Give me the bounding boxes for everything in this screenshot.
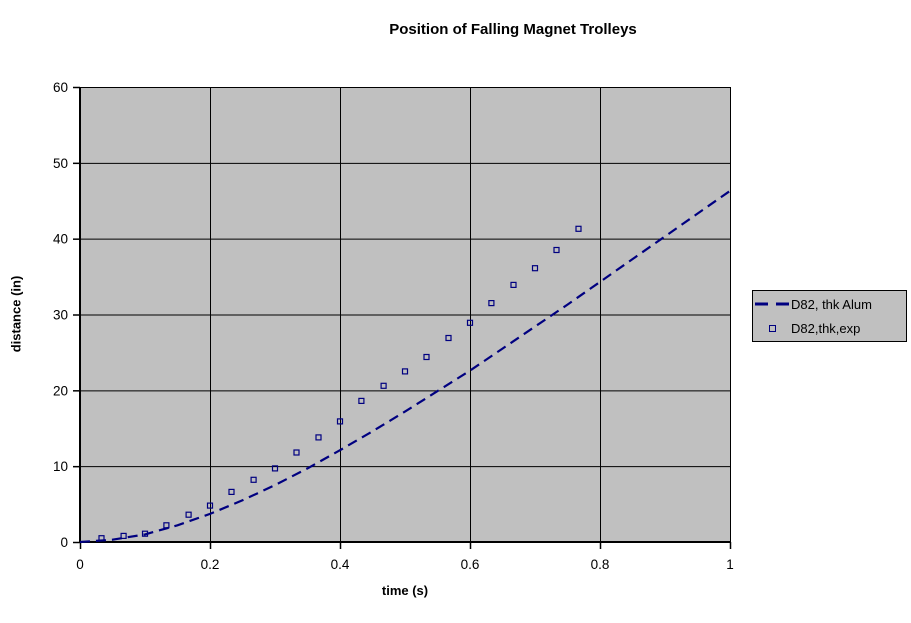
y-tick-label: 50: [53, 156, 68, 171]
exp-data-point-marker: [228, 488, 235, 495]
exp-data-point-marker: [271, 465, 279, 472]
y-tick-label: 60: [53, 80, 68, 95]
exp-data-point-marker: [553, 246, 560, 254]
x-tick-label: 0.6: [461, 557, 480, 572]
y-tick-label: 10: [53, 459, 68, 474]
exp-data-point-marker: [466, 319, 474, 326]
exp-data-point-marker: [206, 502, 214, 509]
exp-data-point-marker: [98, 535, 105, 542]
tick-marks: [73, 86, 732, 549]
square-marker-swatch-icon: [753, 324, 791, 332]
exp-data-point-marker: [423, 353, 430, 361]
exp-data-point-marker: [531, 265, 539, 272]
x-tick-label: 0: [76, 557, 84, 572]
exp-data-point-marker: [185, 511, 192, 518]
exp-data-point-marker: [163, 522, 170, 529]
x-tick-label: 0.4: [331, 557, 350, 572]
legend-label-model: D82, thk Alum: [791, 296, 872, 312]
tick-labels: 0 10 20 30 40 50 60 0 0.2 0.4 0.6 0.8 1: [53, 80, 734, 572]
exp-data-point-marker: [575, 225, 582, 232]
exp-data-point-marker: [380, 382, 387, 389]
legend-label-exp: D82,thk,exp: [791, 320, 861, 336]
y-tick-label: 20: [53, 383, 68, 398]
exp-data-point-marker: [120, 532, 127, 540]
exp-data-point-marker: [293, 449, 300, 456]
x-tick-label: 0.8: [591, 557, 610, 572]
series-exp-markers: [98, 225, 582, 542]
legend: D82, thk Alum D82,thk,exp: [752, 290, 907, 342]
dashed-line-swatch-icon: [753, 302, 791, 306]
y-axis-title: distance (in): [8, 275, 24, 353]
y-tick-label: 30: [53, 308, 68, 323]
gridlines: [80, 87, 731, 542]
exp-data-point-marker: [401, 368, 409, 375]
chart-title: Position of Falling Magnet Trolleys: [389, 21, 637, 38]
y-tick-label: 0: [60, 535, 68, 550]
exp-data-point-marker: [445, 334, 452, 342]
x-tick-label: 0.2: [201, 557, 220, 572]
exp-data-point-marker: [141, 530, 149, 537]
exp-data-point-marker: [510, 281, 517, 288]
x-tick-label: 1: [726, 557, 734, 572]
series-model-dashed-line: [79, 189, 731, 544]
legend-item-model: D82, thk Alum: [753, 292, 906, 316]
exp-data-point-marker: [488, 300, 495, 307]
exp-data-point-marker: [358, 397, 365, 404]
exp-data-point-marker: [250, 476, 257, 483]
exp-data-point-marker: [336, 418, 344, 425]
exp-data-point-marker: [315, 434, 322, 441]
x-axis-title: time (s): [381, 583, 429, 598]
legend-item-exp: D82,thk,exp: [753, 316, 906, 340]
y-tick-label: 40: [53, 232, 68, 247]
